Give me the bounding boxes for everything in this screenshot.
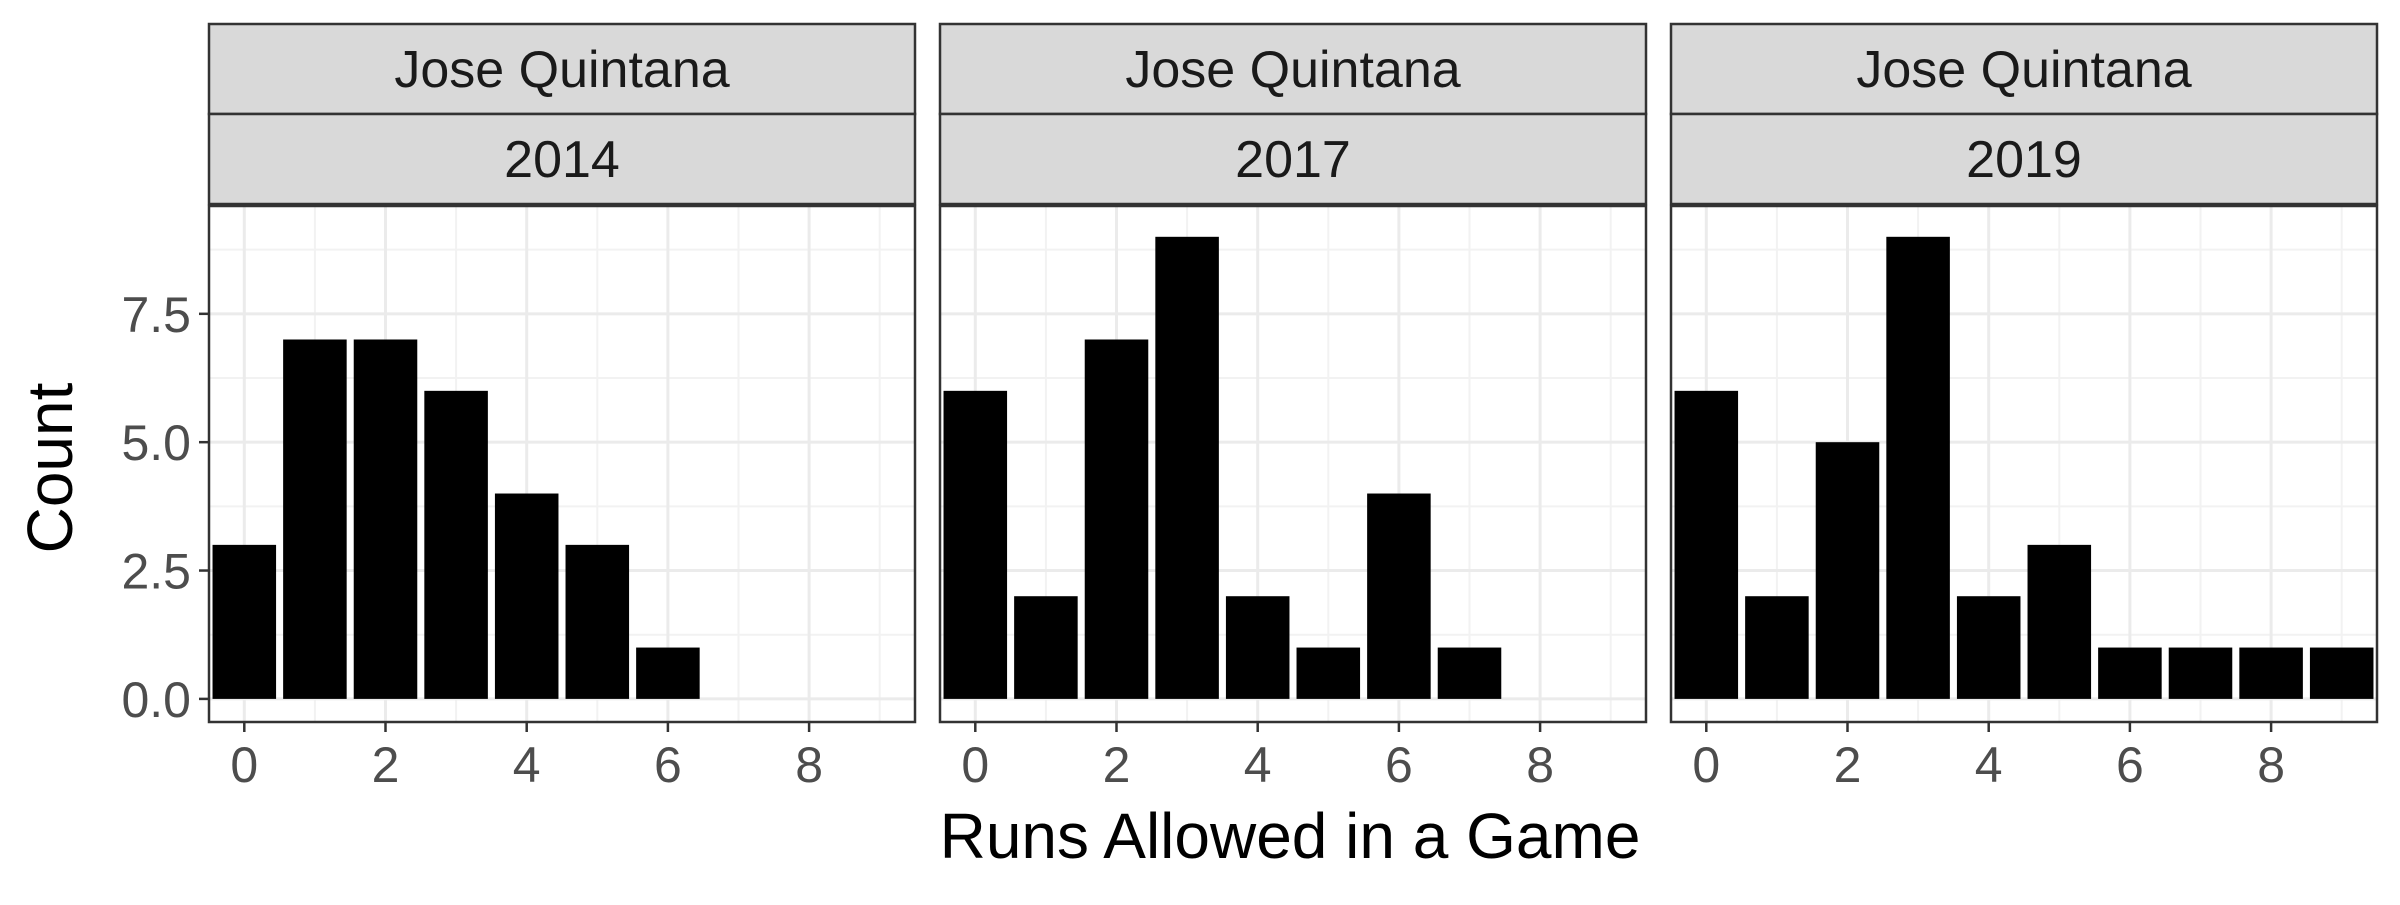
strip-bottom-box — [1669, 112, 2379, 206]
strip-bottom-box — [207, 112, 917, 206]
bar-2019-x3 — [1886, 236, 1950, 699]
bar-2019-x9 — [2309, 647, 2374, 699]
x-tick-label: 8 — [2257, 737, 2285, 793]
bar-2017-x1 — [1014, 596, 1078, 699]
strip-bottom-label: 2017 — [1235, 131, 1351, 189]
bar-2017-x7 — [1437, 647, 1502, 699]
bar-2019-x0 — [1674, 390, 1739, 699]
bar-2019-x7 — [2168, 647, 2233, 699]
x-tick-label: 6 — [654, 737, 682, 793]
x-axis-title: Runs Allowed in a Game — [940, 800, 1641, 872]
y-tick-label: 7.5 — [121, 287, 191, 343]
facet-panel-2019: Jose Quintana 2019 0 2 4 6 8 — [1669, 22, 2379, 793]
x-tick-label: 2 — [1103, 737, 1131, 793]
x-tick-label: 6 — [2116, 737, 2144, 793]
strip-top-label: Jose Quintana — [1125, 41, 1460, 99]
bar-2017-x0 — [943, 390, 1008, 699]
strip-bottom-box — [938, 112, 1648, 206]
strip-bottom-label: 2014 — [504, 131, 620, 189]
x-tick-label: 0 — [230, 737, 258, 793]
bar-2014-x1 — [283, 339, 347, 699]
bar-2014-x3 — [424, 390, 488, 699]
strip-top-label: Jose Quintana — [394, 41, 729, 99]
bar-2017-x3 — [1155, 236, 1219, 699]
y-tick-label: 0.0 — [121, 672, 191, 728]
x-tick-label: 2 — [1834, 737, 1862, 793]
bar-2014-x6 — [636, 647, 700, 699]
x-tick-label: 8 — [1526, 737, 1554, 793]
bar-2019-x5 — [2027, 544, 2092, 699]
panel-border — [938, 204, 1648, 724]
x-tick-label: 6 — [1385, 737, 1413, 793]
bar-2019-x4 — [1956, 596, 2021, 699]
y-axis-title: Count — [14, 382, 86, 553]
y-tick-label: 2.5 — [121, 544, 191, 600]
strip-top-label: Jose Quintana — [1856, 41, 2191, 99]
facet-panel-2017: Jose Quintana 2017 0 2 4 6 8 — [938, 22, 1648, 793]
x-tick-label: 2 — [372, 737, 400, 793]
x-tick-label: 4 — [1244, 737, 1272, 793]
strip-bottom-label: 2019 — [1966, 131, 2082, 189]
x-tick-label: 0 — [1692, 737, 1720, 793]
bar-2017-x5 — [1296, 647, 1361, 699]
bar-2017-x4 — [1225, 596, 1290, 699]
facet-panel-2014: Jose Quintana 2014 0 2 4 6 8 0.0 2.5 5.0 7.5 — [121, 22, 917, 793]
bar-2017-x6 — [1367, 493, 1431, 699]
x-tick-label: 8 — [795, 737, 823, 793]
bar-2019-x2 — [1815, 442, 1880, 699]
bar-2014-x2 — [353, 339, 418, 699]
strip-top-box — [207, 22, 917, 116]
x-tick-label: 4 — [513, 737, 541, 793]
bar-2017-x2 — [1084, 339, 1149, 699]
bar-2014-x5 — [565, 544, 630, 699]
strip-top-box — [1669, 22, 2379, 116]
y-tick-label: 5.0 — [121, 415, 191, 471]
bar-2019-x6 — [2098, 647, 2162, 699]
bar-2014-x4 — [494, 493, 559, 699]
x-tick-label: 0 — [961, 737, 989, 793]
x-tick-label: 4 — [1975, 737, 2003, 793]
panel-border — [207, 204, 917, 724]
strip-top-box — [938, 22, 1648, 116]
bar-2014-x0 — [212, 544, 277, 699]
bar-2019-x1 — [1745, 596, 1809, 699]
bar-2019-x8 — [2239, 647, 2303, 699]
panel-border — [1669, 204, 2379, 724]
